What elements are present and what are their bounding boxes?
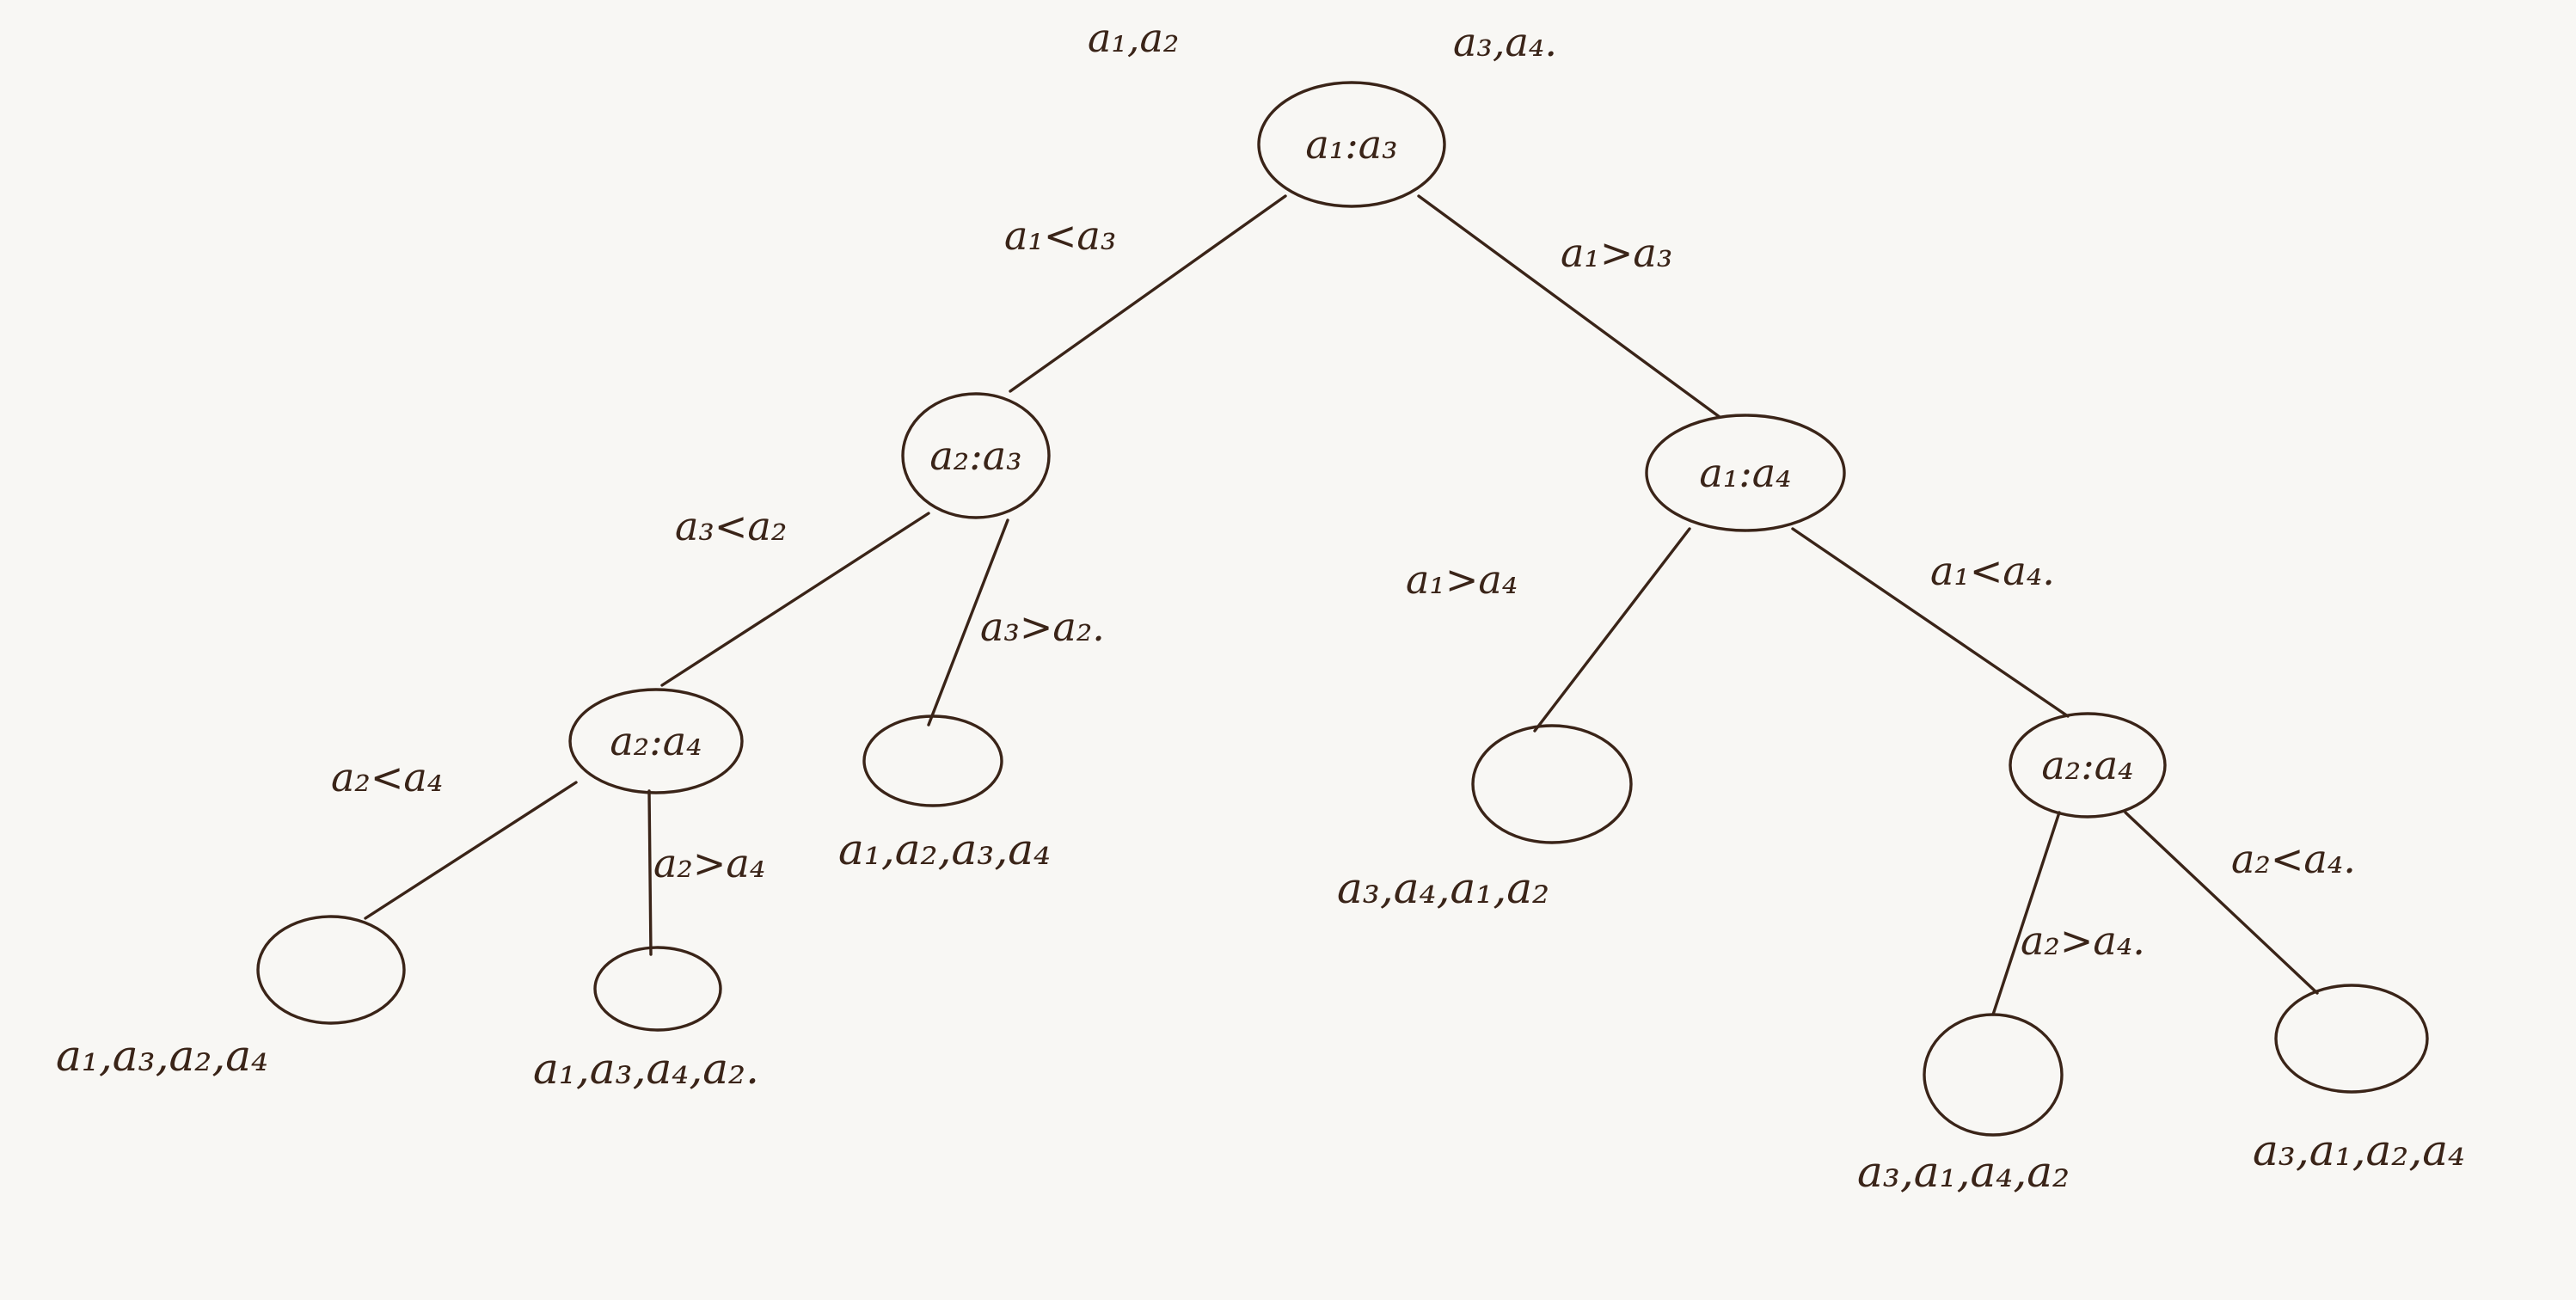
edge-label-ll-left: a₂<a₄: [331, 754, 443, 800]
leaf-6: [2274, 984, 2429, 1094]
edge-label-rr-right: a₂<a₄.: [2231, 836, 2356, 882]
edge-root-right: [1417, 194, 1721, 419]
node-left-left-label: a₂:a₄: [610, 718, 702, 764]
leaf-1-label: a₁,a₃,a₂,a₄: [56, 1031, 268, 1081]
top-label-right: a₃,a₄.: [1453, 19, 1557, 65]
node-left-label: a₂:a₃: [929, 432, 1021, 479]
edge-label-root-left: a₁<a₃: [1004, 212, 1116, 259]
leaf-4-label: a₃,a₄,a₁,a₂: [1337, 863, 1549, 913]
node-right: [1645, 414, 1846, 532]
edge-label-right-right: a₁<a₄.: [1930, 548, 2055, 594]
leaf-4: [1471, 724, 1633, 844]
edge-label-left-left: a₃<a₂: [675, 503, 787, 549]
edge-label-rr-left: a₂>a₄.: [2021, 917, 2145, 964]
top-label-left: a₁,a₂: [1088, 15, 1179, 61]
node-left-left: [568, 688, 744, 794]
edge-label-left-right: a₃>a₂.: [980, 604, 1105, 650]
edge-left-right: [927, 518, 1009, 727]
edge-right-right: [1791, 527, 2070, 718]
node-root: [1257, 81, 1446, 208]
edge-label-root-right: a₁>a₃: [1561, 230, 1672, 276]
edge-label-right-left: a₁>a₄: [1406, 556, 1518, 603]
edge-ll-left: [364, 781, 578, 920]
node-left: [901, 392, 1051, 519]
edge-rr-left: [1991, 811, 2061, 1016]
leaf-5-label: a₃,a₁,a₄,a₂: [1857, 1147, 2070, 1197]
node-right-right-label: a₂:a₄: [2041, 742, 2133, 788]
node-root-label: a₁:a₃: [1305, 121, 1397, 168]
node-right-label: a₁:a₄: [1699, 450, 1791, 496]
edge-root-left: [1009, 194, 1287, 393]
edge-label-ll-right: a₂>a₄: [653, 840, 765, 886]
edge-rr-right: [2124, 811, 2319, 995]
edge-left-left: [660, 512, 930, 687]
node-right-right: [2009, 712, 2167, 819]
edge-right-left: [1533, 527, 1691, 733]
leaf-2: [593, 946, 722, 1032]
leaf-2-label: a₁,a₃,a₄,a₂.: [533, 1044, 759, 1094]
leaf-3-label: a₁,a₂,a₃,a₄: [838, 825, 1051, 874]
edge-ll-right: [647, 789, 653, 956]
leaf-6-label: a₃,a₁,a₂,a₄: [2253, 1125, 2465, 1175]
leaf-5: [1923, 1013, 2064, 1137]
leaf-1: [256, 915, 406, 1025]
leaf-3: [862, 714, 1003, 807]
